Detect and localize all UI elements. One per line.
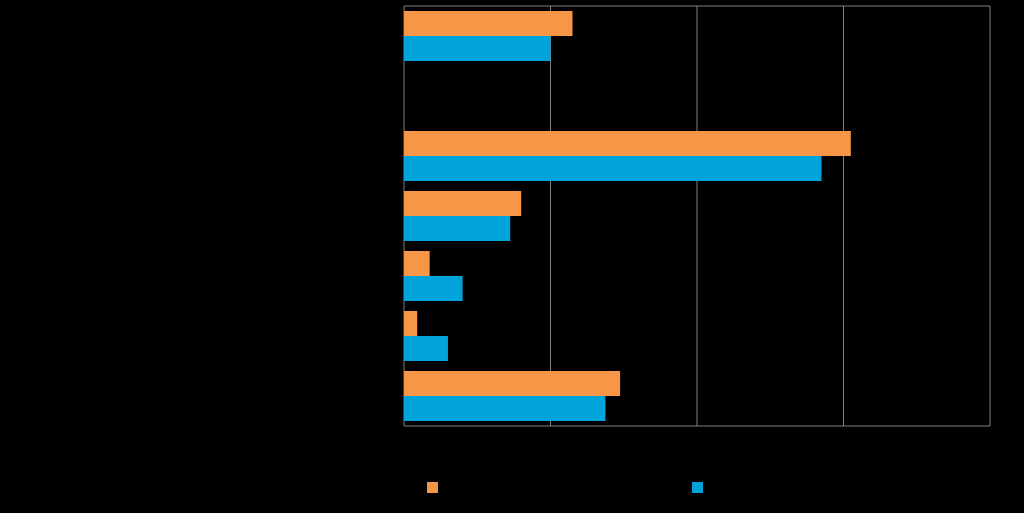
bar-series-2-category-3 — [404, 156, 822, 181]
bar-series-2-category-5 — [404, 276, 463, 301]
bar-series-2-category-1 — [404, 36, 551, 61]
legend-item-series-2 — [692, 481, 709, 493]
bar-series-1-category-4 — [404, 191, 522, 216]
legend-item-series-1 — [427, 481, 444, 493]
bar-series-2-category-4 — [404, 216, 511, 241]
bar-series-2-category-6 — [404, 336, 448, 361]
bar-series-1-category-3 — [404, 131, 851, 156]
bar-series-1-category-1 — [404, 11, 573, 36]
bar-series-1-category-5 — [404, 251, 430, 276]
legend-swatch-series-1 — [427, 481, 438, 493]
bar-series-2-category-7 — [404, 396, 606, 421]
bar-series-1-category-6 — [404, 311, 418, 336]
bar-series-1-category-7 — [404, 371, 621, 396]
legend — [0, 481, 1024, 495]
legend-swatch-series-2 — [692, 481, 703, 493]
